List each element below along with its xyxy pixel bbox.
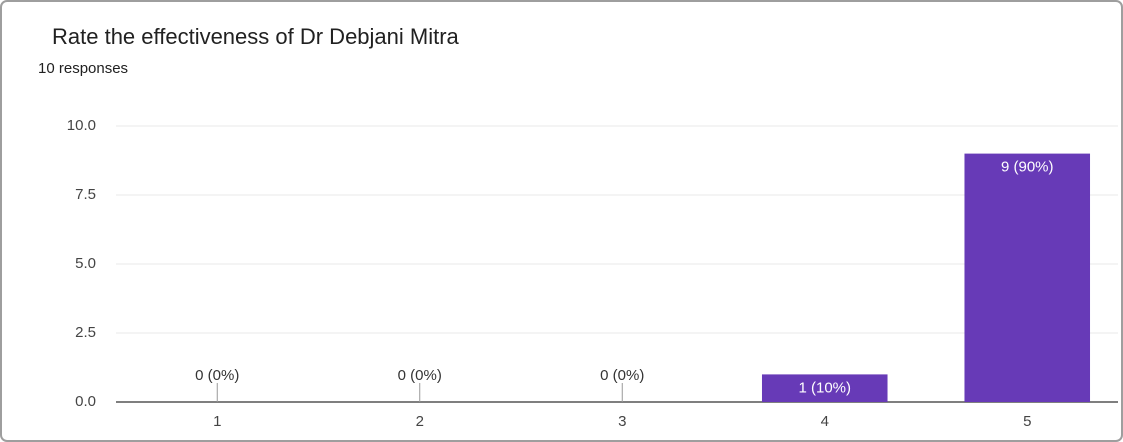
y-tick-label: 10.0: [67, 117, 96, 134]
data-label: 0 (0%): [600, 367, 644, 384]
x-tick-label: 2: [416, 413, 424, 430]
chart-subtitle: 10 responses: [38, 60, 128, 77]
y-tick-label: 5.0: [75, 255, 96, 272]
data-label: 0 (0%): [195, 367, 239, 384]
data-label: 1 (10%): [798, 379, 851, 396]
data-label: 0 (0%): [398, 367, 442, 384]
x-tick-label: 4: [821, 413, 829, 430]
chart-title: Rate the effectiveness of Dr Debjani Mit…: [52, 24, 460, 49]
x-tick-label: 3: [618, 413, 626, 430]
x-tick-label: 5: [1023, 413, 1031, 430]
data-label: 9 (90%): [1001, 159, 1054, 176]
y-tick-label: 2.5: [75, 324, 96, 341]
y-tick-label: 7.5: [75, 186, 96, 203]
bar: [761, 374, 888, 402]
x-tick-label: 1: [213, 413, 221, 430]
y-tick-label: 0.0: [75, 393, 96, 410]
bar: [964, 153, 1091, 402]
